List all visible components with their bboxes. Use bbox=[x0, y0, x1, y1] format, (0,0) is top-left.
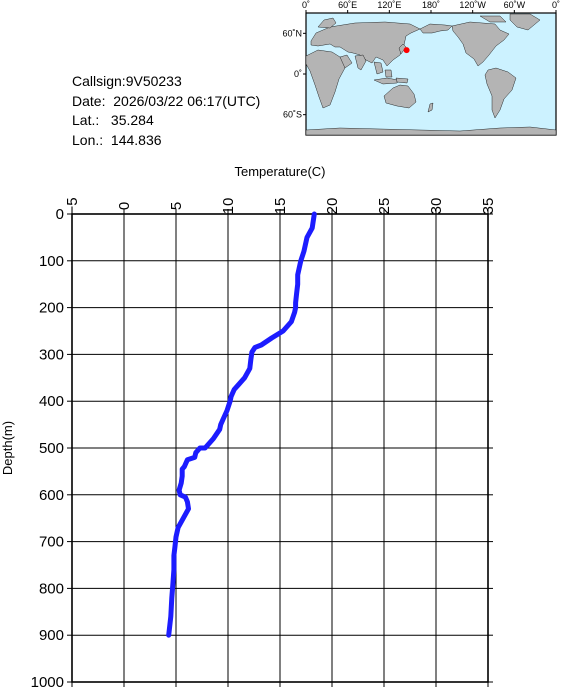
y-tick-label: 100 bbox=[39, 253, 64, 270]
y-axis-label: Depth(m) bbox=[0, 421, 15, 475]
y-tick-label: 700 bbox=[39, 534, 64, 551]
profile-info: Callsign:9V50233 Date: 2026/03/22 06:17(… bbox=[72, 72, 260, 150]
land-new-zealand bbox=[427, 102, 434, 113]
callsign-label: Callsign: bbox=[72, 73, 126, 89]
land-south-america bbox=[484, 67, 517, 119]
x-tick-label: 10 bbox=[220, 198, 237, 215]
map-lon-tick-label: 60˚W bbox=[504, 0, 526, 10]
lat-label: Lat.: bbox=[72, 112, 100, 128]
date-label: Date: bbox=[72, 92, 106, 109]
land-arabia bbox=[339, 54, 353, 69]
x-tick-label: 35 bbox=[480, 198, 497, 215]
land-eurasia bbox=[310, 21, 421, 67]
lon-row: Lon.: 144.836 bbox=[72, 131, 260, 151]
lat-value: 35.284 bbox=[110, 112, 154, 128]
map-lon-ticks: 0˚ 60˚E 120˚E 180˚ 120˚W 60˚W 0˚ bbox=[302, 0, 560, 13]
y-tick-label: 500 bbox=[39, 440, 64, 457]
map-land bbox=[305, 13, 557, 136]
chart-x-ticks: −5 0 5 10 15 20 25 30 35 bbox=[64, 197, 497, 687]
land-japan bbox=[398, 43, 407, 55]
y-tick-label: 800 bbox=[39, 580, 64, 597]
location-marker bbox=[403, 47, 410, 54]
map-lat-tick-label: 60˚N bbox=[282, 28, 302, 38]
land-australia bbox=[383, 84, 417, 109]
lon-value: 144.836 bbox=[110, 131, 162, 148]
x-tick-label: 5 bbox=[168, 202, 185, 210]
y-tick-label: 0 bbox=[56, 206, 64, 223]
y-tick-label: 300 bbox=[39, 346, 64, 363]
map-lat-ticks: 60˚N 0˚ 60˚S bbox=[282, 28, 306, 120]
world-map: 0˚ 60˚E 120˚E 180˚ 120˚W 60˚W 0˚ 60˚N 0˚ 60˚S bbox=[282, 0, 560, 136]
x-axis-label: Temperature(C) bbox=[234, 164, 325, 179]
land-africa bbox=[305, 49, 347, 109]
chart-grid bbox=[71, 213, 489, 683]
map-lon-tick-label: 0˚ bbox=[552, 0, 560, 10]
land-europe-north bbox=[317, 17, 337, 29]
land-arctic-islands bbox=[479, 15, 507, 23]
temperature-profile-line bbox=[166, 211, 317, 638]
land-north-america bbox=[451, 21, 510, 67]
land-greenland bbox=[509, 13, 541, 31]
x-tick-label: 25 bbox=[376, 198, 393, 215]
callsign-row: Callsign:9V50233 bbox=[72, 72, 260, 92]
land-antarctica bbox=[305, 126, 557, 136]
map-lon-tick-label: 60˚E bbox=[338, 0, 357, 10]
lon-label: Lon.: bbox=[72, 131, 104, 148]
map-lat-tick-label: 0˚ bbox=[294, 69, 302, 79]
map-lon-tick-label: 120˚W bbox=[459, 0, 486, 10]
y-tick-label: 900 bbox=[39, 627, 64, 644]
land-india bbox=[354, 54, 367, 71]
y-tick-label: 200 bbox=[39, 300, 64, 317]
date-value: 2026/03/22 06:17(UTC) bbox=[113, 92, 261, 109]
x-tick-label: 15 bbox=[272, 198, 289, 215]
y-tick-label: 600 bbox=[39, 487, 64, 504]
x-tick-label: −5 bbox=[64, 197, 81, 214]
x-tick-label: 30 bbox=[428, 198, 445, 215]
y-tick-label: 1000 bbox=[31, 674, 64, 690]
land-southeast-asia bbox=[373, 61, 384, 75]
land-new-guinea bbox=[395, 77, 409, 84]
map-lat-tick-label: 60˚S bbox=[283, 110, 302, 120]
chart-y-ticks: 0 100 200 300 400 500 600 700 800 900 1000 bbox=[31, 206, 493, 690]
temperature-depth-chart: −5 0 5 10 15 20 25 30 35 01002003004005006007008… bbox=[0, 164, 497, 690]
callsign-value: 9V50233 bbox=[125, 73, 182, 89]
map-lon-tick-label: 120˚E bbox=[377, 0, 401, 10]
land-alaska bbox=[419, 23, 453, 34]
x-tick-label: 0 bbox=[116, 202, 133, 210]
y-tick-label: 400 bbox=[39, 393, 64, 410]
land-borneo bbox=[384, 69, 393, 78]
date-row: Date: 2026/03/22 06:17(UTC) bbox=[72, 92, 260, 112]
map-lon-tick-label: 180˚ bbox=[422, 0, 440, 10]
map-lon-tick-label: 0˚ bbox=[302, 0, 310, 10]
lat-row: Lat.: 35.284 bbox=[72, 111, 260, 131]
x-tick-label: 20 bbox=[324, 198, 341, 215]
